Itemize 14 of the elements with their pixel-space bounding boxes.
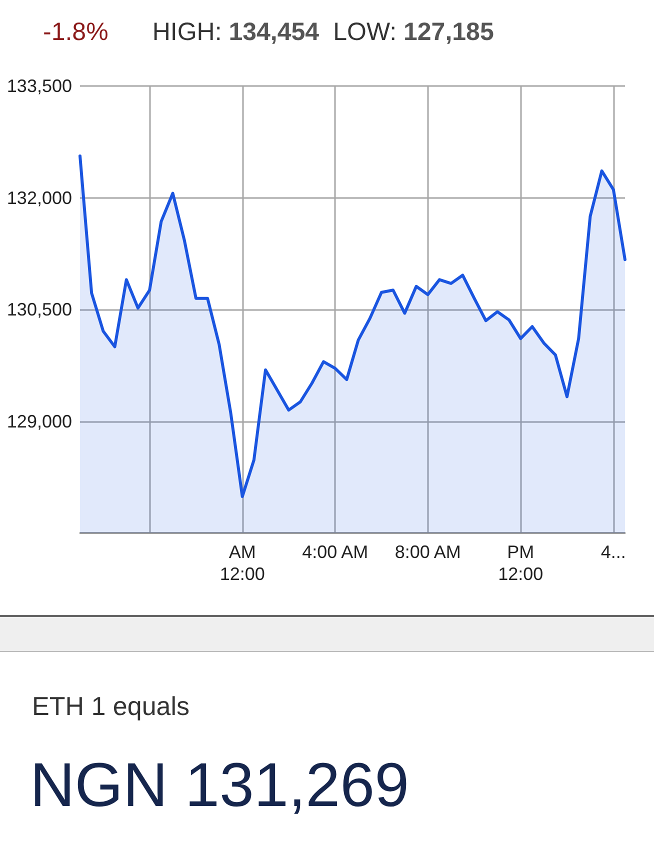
text: -1.8% [43,17,108,48]
x-tick-label: 8:00 AM [394,542,461,562]
text: HIGH: 134,454 [152,17,320,48]
y-tick-label: 132,000 [6,188,72,208]
text: ETH 1 equals [32,690,190,722]
x-tick-label: AM 12:00 [220,542,265,584]
x-tick-label: PM 12:00 [498,542,544,584]
x-tick-label: 4:00 AM [302,542,368,562]
text: LOW: 127,185 [333,17,494,48]
text: NGN 131,269 [30,750,410,822]
y-tick-label: 133,500 [6,76,72,96]
x-tick-label: 4... [600,542,626,562]
y-tick-label: 129,000 [6,411,72,432]
y-tick-label: 130,500 [6,300,72,320]
